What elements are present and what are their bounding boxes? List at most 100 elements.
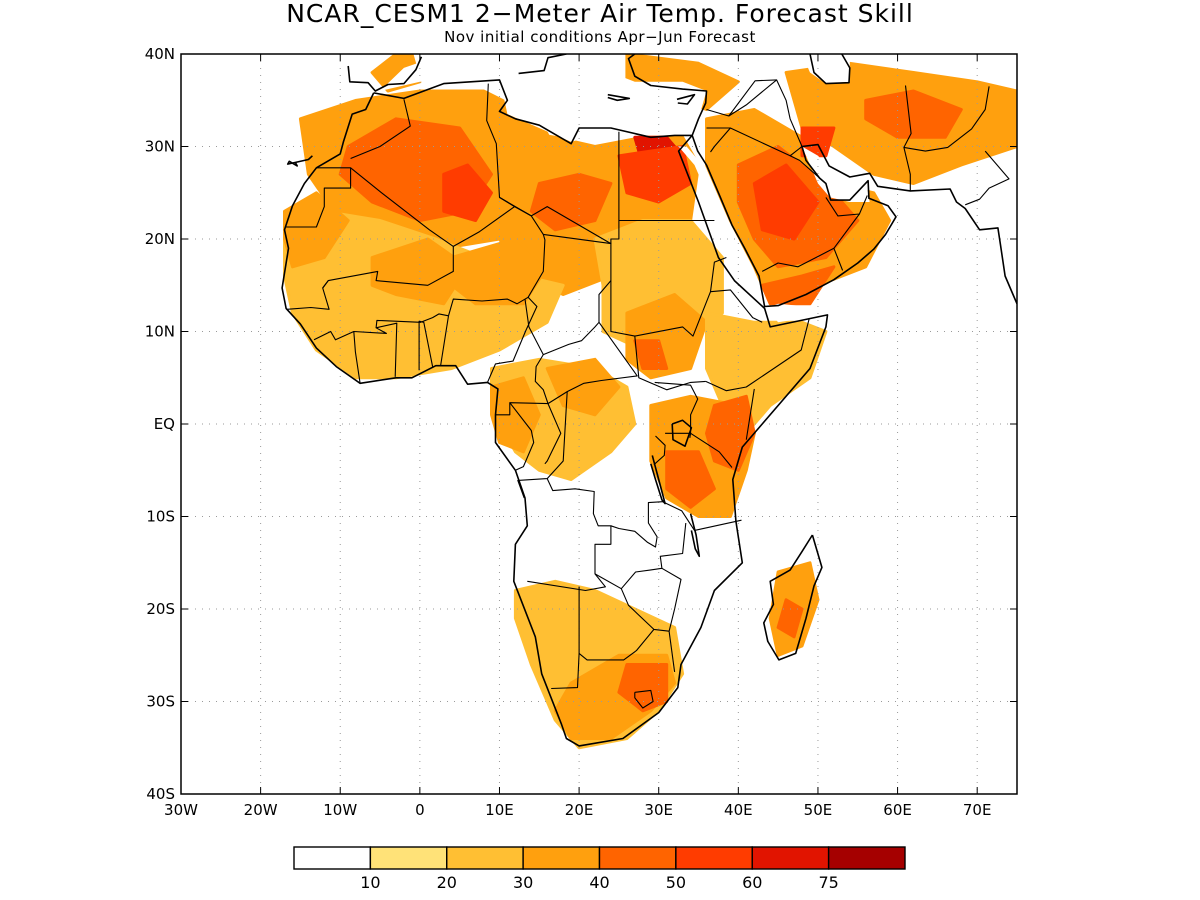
country-border	[610, 501, 663, 548]
axis-ticks: 30W 20W 10W 0 10E 20E 30E 40E 50E 60E 70E 40N 30N 20N…	[145, 45, 1017, 819]
gridlines	[181, 54, 1017, 794]
colorbar-swatch	[675, 846, 753, 870]
country-border	[495, 402, 549, 416]
country-border	[486, 296, 538, 383]
coastlines	[281, 54, 1017, 747]
country-border	[761, 247, 844, 272]
x-tick-label: 20W	[244, 801, 278, 819]
skill-region-lesotho-sa	[617, 663, 669, 713]
map-plot-area	[181, 54, 1017, 794]
country-border	[668, 631, 676, 672]
country-border	[661, 567, 682, 632]
skill-region-sahara-core	[442, 163, 493, 222]
country-border	[653, 435, 666, 466]
x-tick-label: 20E	[565, 801, 594, 819]
colorbar-label: 40	[589, 873, 609, 892]
coastline-lake-malawi	[689, 513, 701, 558]
y-tick-label: 40S	[146, 785, 175, 803]
map-subtitle: Nov initial conditions Apr−Jun Forecast	[444, 28, 756, 46]
coastline-italy-greece	[518, 54, 567, 75]
water-gulf-of-aden	[766, 303, 826, 323]
skill-region-iran-core	[864, 89, 963, 139]
x-tick-label: 50E	[804, 801, 833, 819]
colorbar-swatch	[827, 846, 906, 870]
country-border	[745, 388, 755, 440]
country-border	[634, 336, 706, 391]
x-tick-label: 70E	[963, 801, 992, 819]
y-tick-label: 30S	[146, 693, 175, 711]
country-border	[654, 381, 733, 468]
country-border	[353, 322, 398, 384]
map-title: NCAR_CESM1 2−Meter Air Temp. Forecast Sk…	[286, 0, 914, 28]
water-red-sea	[678, 146, 768, 310]
country-border	[524, 233, 612, 356]
coastline-cyprus	[676, 93, 696, 105]
skill-region-madagascar-core	[776, 598, 804, 639]
skill-region-tanzania	[665, 450, 716, 509]
coastline-africa	[281, 79, 829, 747]
country-border	[350, 99, 411, 160]
colorbar-label: 10	[360, 873, 380, 892]
colorbar-swatch	[522, 846, 601, 870]
country-border	[825, 195, 868, 217]
skill-region-gabon	[490, 376, 541, 454]
country-border	[544, 403, 562, 465]
skill-region-arabia-hot	[752, 163, 820, 241]
colorbar-label: 75	[818, 873, 838, 892]
country-borders	[285, 79, 1010, 709]
country-border	[705, 318, 810, 392]
coastline-caspian	[809, 54, 851, 85]
country-border	[710, 289, 763, 323]
x-tick-label: 30E	[644, 801, 673, 819]
colorbar-label: 60	[742, 873, 762, 892]
skill-region-libya-core	[529, 172, 613, 232]
country-border	[440, 315, 450, 366]
country-border	[610, 256, 727, 337]
x-tick-label: 0	[415, 801, 425, 819]
country-border	[578, 629, 655, 661]
country-border	[706, 127, 731, 153]
water-persian-gulf	[802, 146, 870, 202]
country-border	[375, 313, 449, 328]
country-border	[286, 280, 330, 310]
country-border	[728, 79, 803, 147]
country-border	[594, 522, 687, 590]
y-tick-label: 10S	[146, 508, 175, 526]
coastline-madagascar	[762, 534, 823, 661]
colorbar-label: 20	[437, 873, 457, 892]
x-tick-label: 30W	[164, 801, 198, 819]
y-tick-label: 20N	[145, 230, 175, 248]
skill-shading-layer	[283, 54, 1017, 750]
colorbar-swatch	[446, 846, 524, 870]
x-tick-label: 10W	[323, 801, 357, 819]
skill-region-south-sudan-core	[633, 339, 669, 370]
colorbar-swatch	[293, 846, 372, 870]
x-tick-label: 60E	[883, 801, 912, 819]
country-border	[789, 155, 820, 179]
water-mask-layer	[380, 54, 870, 323]
country-border	[706, 79, 777, 117]
colorbar-swatch	[369, 846, 448, 870]
coastline-lake-tanganyika	[650, 455, 666, 505]
country-border	[620, 588, 670, 632]
country-border	[662, 501, 742, 531]
coastline-canary-islands	[286, 155, 313, 167]
colorbar-legend: 10 20 30 40 50 60 75	[293, 846, 906, 892]
country-border	[833, 213, 860, 249]
skill-region-mauritania	[283, 191, 350, 269]
country-border	[903, 86, 990, 152]
y-tick-label: 30N	[145, 138, 175, 156]
country-border	[534, 321, 638, 405]
colorbar-label: 30	[513, 873, 533, 892]
x-tick-label: 40E	[724, 801, 753, 819]
country-border	[965, 150, 1010, 206]
colorbar-swatch	[598, 846, 677, 870]
coastline-levant	[627, 54, 708, 136]
skill-region-car	[545, 357, 621, 417]
country-border	[322, 167, 454, 289]
water-mediterranean-sea	[380, 54, 707, 142]
y-tick-label: 10N	[145, 323, 175, 341]
coastline-iberia	[347, 56, 423, 92]
y-tick-label: 20S	[146, 600, 175, 618]
